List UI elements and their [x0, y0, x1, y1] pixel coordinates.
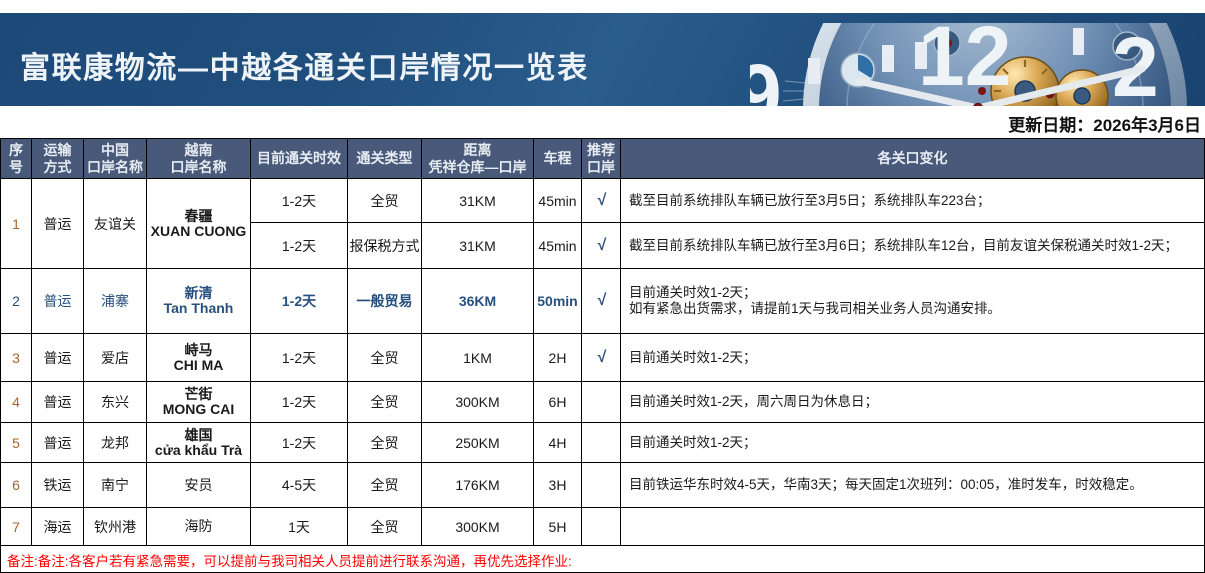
svg-text:12: 12 — [918, 9, 1011, 103]
